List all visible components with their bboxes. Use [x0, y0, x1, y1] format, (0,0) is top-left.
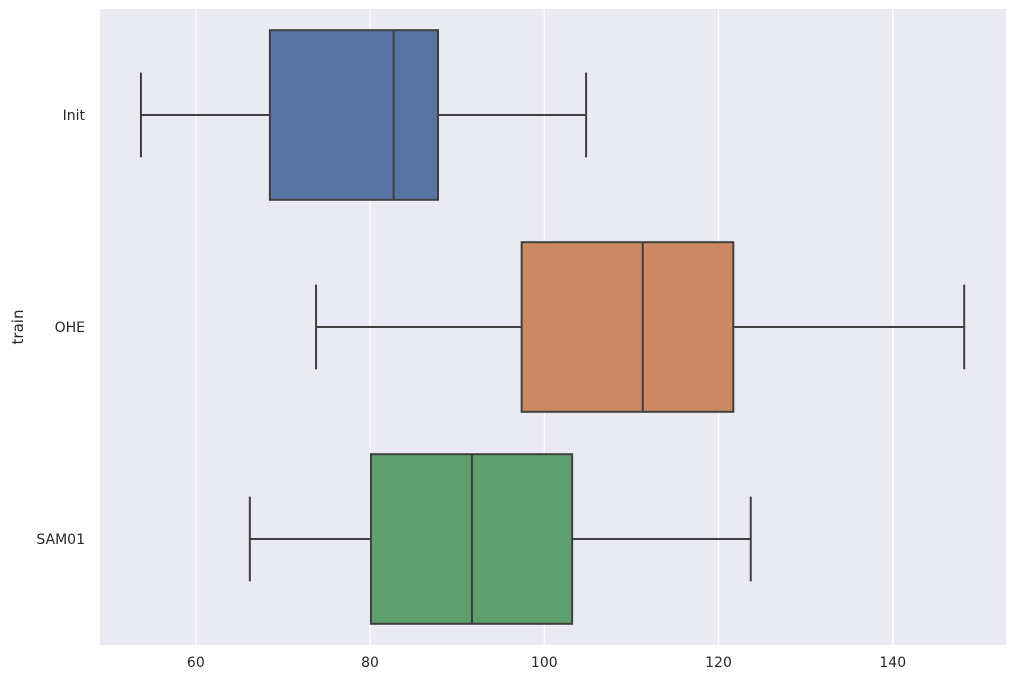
y-tick-label-ohe: OHE [55, 320, 85, 336]
boxes [139, 29, 966, 625]
x-tick-label-140: 140 [879, 655, 906, 671]
iqr-box-ohe [520, 241, 735, 413]
x-tick-label-100: 100 [531, 655, 558, 671]
box-init [139, 29, 588, 201]
y-tick-label-init: Init [63, 108, 86, 124]
x-tick-labels: 60 80 100 120 140 [187, 655, 906, 671]
iqr-box-init [268, 29, 440, 201]
y-tick-label-sam01: SAM01 [36, 532, 85, 548]
x-tick-label-60: 60 [187, 655, 205, 671]
y-tick-labels: Init OHE SAM01 [36, 108, 85, 548]
box-sam01 [248, 453, 752, 625]
x-tick-label-80: 80 [361, 655, 379, 671]
box-ohe [315, 241, 966, 413]
x-tick-label-120: 120 [705, 655, 732, 671]
y-axis-label: train [9, 310, 27, 345]
